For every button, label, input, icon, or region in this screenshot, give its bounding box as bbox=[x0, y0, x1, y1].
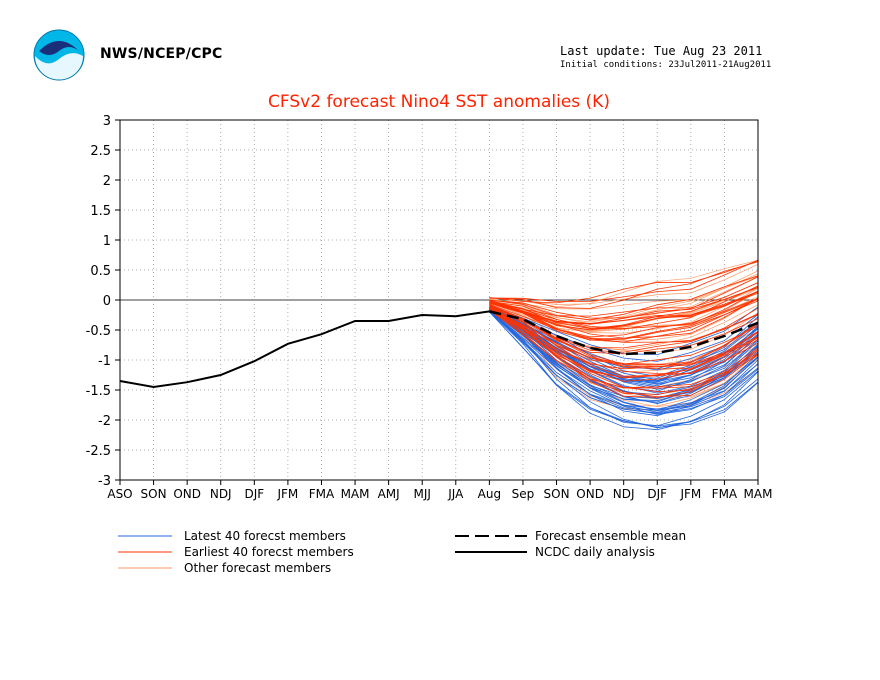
latest-member-line bbox=[489, 310, 759, 410]
earliest-member-line bbox=[489, 300, 759, 341]
latest-member-line bbox=[489, 311, 759, 427]
analysis-line bbox=[119, 310, 490, 389]
x-tick-label: Sep bbox=[512, 487, 535, 501]
x-tick-label: MJJ bbox=[413, 487, 430, 501]
y-tick-label: -0.5 bbox=[86, 324, 111, 339]
x-tick-label: DJF bbox=[244, 487, 264, 501]
latest-member-line bbox=[489, 309, 759, 412]
legend-label-other: Other forecast members bbox=[184, 561, 331, 575]
earliest-member-line bbox=[489, 287, 759, 325]
y-tick-label: 0.5 bbox=[90, 264, 111, 279]
x-tick-label: DJF bbox=[647, 487, 667, 501]
last-update: Last update: Tue Aug 23 2011 bbox=[560, 44, 763, 58]
earliest-member-line bbox=[489, 259, 759, 302]
latest-member-line bbox=[489, 311, 759, 429]
earliest-member-line bbox=[489, 291, 759, 331]
x-tick-label: FMA bbox=[712, 487, 738, 501]
x-tick-label: ASO bbox=[107, 487, 132, 501]
y-tick-label: 0 bbox=[103, 294, 111, 309]
earliest-member-line bbox=[489, 275, 759, 321]
x-tick-label: SON bbox=[141, 487, 167, 501]
y-tick-label: -3 bbox=[98, 474, 111, 489]
y-tick-label: 1.5 bbox=[90, 204, 111, 219]
earliest-member-line bbox=[489, 282, 759, 317]
x-tick-label: OND bbox=[576, 487, 604, 501]
y-tick-label: 1 bbox=[103, 234, 111, 249]
x-tick-label: NDJ bbox=[613, 487, 635, 501]
earliest-member-line bbox=[489, 285, 759, 330]
chart-title: CFSv2 forecast Nino4 SST anomalies (K) bbox=[268, 92, 610, 112]
legend-label-mean: Forecast ensemble mean bbox=[535, 529, 686, 543]
earliest-member-line bbox=[489, 309, 759, 395]
earliest-members bbox=[489, 259, 759, 398]
y-tick-label: 2.5 bbox=[90, 144, 111, 159]
legend-label-latest: Latest 40 forecst members bbox=[184, 529, 346, 543]
x-tick-label: FMA bbox=[309, 487, 335, 501]
earliest-member-line bbox=[489, 298, 759, 340]
earliest-member-line bbox=[489, 309, 759, 388]
x-tick-label: JFM bbox=[679, 487, 701, 501]
x-tick-label: JJA bbox=[447, 487, 464, 501]
latest-member-line bbox=[489, 310, 759, 415]
earliest-member-line bbox=[489, 307, 759, 377]
earliest-member-line bbox=[489, 308, 759, 382]
legend-label-analysis: NCDC daily analysis bbox=[535, 545, 655, 559]
latest-member-line bbox=[489, 310, 759, 415]
legend: Latest 40 forecst members Earliest 40 fo… bbox=[118, 529, 686, 575]
grid bbox=[120, 120, 758, 480]
earliest-member-line bbox=[489, 298, 759, 338]
earliest-member-line bbox=[489, 306, 759, 365]
other-member-line bbox=[489, 302, 759, 350]
earliest-member-line bbox=[489, 261, 759, 309]
latest-member-line bbox=[489, 311, 759, 428]
org-label: NWS/NCEP/CPC bbox=[100, 46, 223, 62]
x-tick-label: MAM bbox=[744, 487, 773, 501]
x-tick-label: AMJ bbox=[378, 487, 400, 501]
x-tick-label: MAM bbox=[341, 487, 370, 501]
other-member-line bbox=[489, 259, 759, 308]
y-tick-label: -1 bbox=[98, 354, 111, 369]
x-tick-label: JFM bbox=[276, 487, 298, 501]
y-tick-label: 2 bbox=[103, 174, 111, 189]
earliest-member-line bbox=[489, 303, 759, 343]
y-tick-label: -2 bbox=[98, 414, 111, 429]
latest-member-line bbox=[489, 308, 759, 399]
earliest-member-line bbox=[489, 307, 759, 370]
x-tick-label: SON bbox=[544, 487, 570, 501]
earliest-member-line bbox=[489, 290, 759, 329]
legend-label-earliest: Earliest 40 forecst members bbox=[184, 545, 354, 559]
ensemble-mean-line bbox=[489, 310, 759, 356]
latest-member-line bbox=[489, 309, 759, 411]
earliest-member-line bbox=[489, 276, 759, 319]
latest-member-line bbox=[489, 311, 759, 431]
earliest-member-line bbox=[489, 305, 759, 355]
earliest-member-line bbox=[489, 310, 759, 398]
x-tick-label: Aug bbox=[478, 487, 501, 501]
y-tick-label: -1.5 bbox=[86, 384, 111, 399]
x-tick-label: NDJ bbox=[210, 487, 232, 501]
other-member-line bbox=[489, 275, 759, 323]
earliest-member-line bbox=[489, 290, 759, 325]
earliest-member-line bbox=[489, 307, 759, 370]
noaa-logo bbox=[33, 29, 85, 81]
series-lines bbox=[119, 310, 759, 389]
earliest-member-line bbox=[489, 286, 759, 330]
latest-member-line bbox=[489, 306, 759, 371]
y-tick-label: -2.5 bbox=[86, 444, 111, 459]
x-tick-label: OND bbox=[173, 487, 201, 501]
initial-conditions: Initial conditions: 23Jul2011-21Aug2011 bbox=[560, 60, 772, 70]
y-tick-label: 3 bbox=[103, 114, 111, 129]
